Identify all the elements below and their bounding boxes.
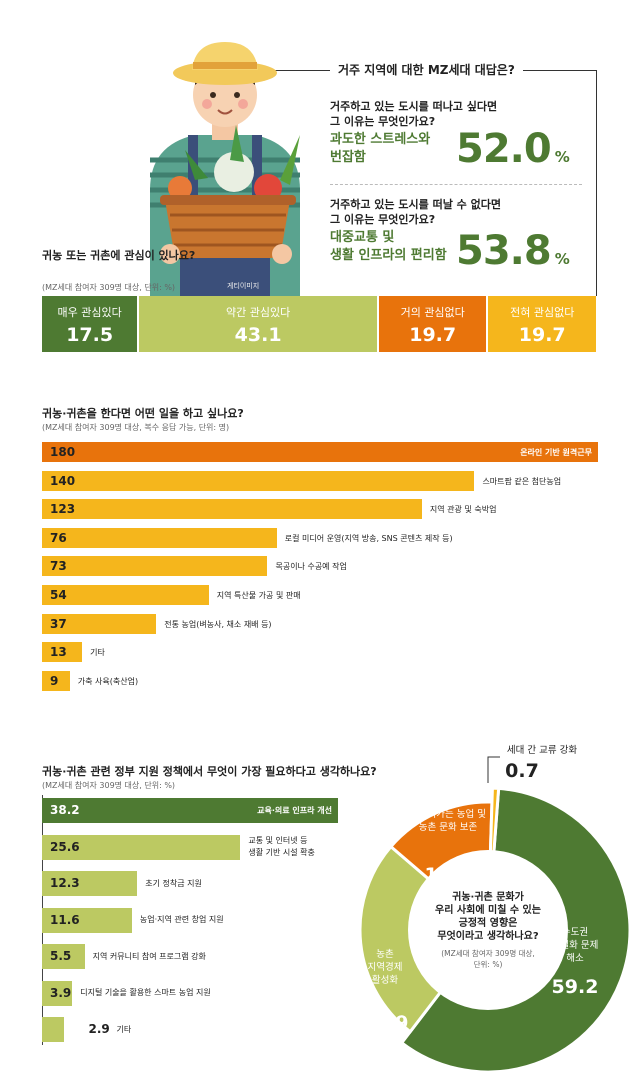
image-credit: 게티이미지	[227, 282, 260, 290]
activity-chart-note: (MZ세대 참여자 309명 대상, 복수 응답 가능, 단위: 명)	[42, 423, 230, 432]
pie-title: 우리 사회에 미칠 수 있는	[435, 903, 541, 916]
pie-leader-line	[487, 756, 500, 783]
policy-bar: 5.5 지역 커뮤니티 참여 프로그램 강화	[42, 944, 206, 969]
activity-bar: 76 로컬 미디어 운영(지역 방송, SNS 콘텐츠 제작 등)	[42, 527, 453, 548]
pie-slice-label: 수도권	[562, 926, 588, 938]
pie-slice-value: 14.2	[425, 864, 472, 886]
activity-bar: 123 지역 관광 및 숙박업	[42, 499, 496, 520]
policy-bar: 11.6 농업·지역 관련 창업 지원	[42, 907, 224, 933]
policy-bar: 2.9 기타	[42, 1017, 131, 1042]
policy-bar: 25.6 교통 및 인터넷 등 생활 기반 시설 확충	[42, 834, 315, 860]
interest-segment: 거의 관심없다 19.7	[378, 296, 487, 352]
activity-bar: 9 가축 사육(축산업)	[42, 670, 138, 691]
pie-title: 귀농·귀촌 문화가	[452, 890, 524, 903]
interest-question: 귀농 또는 귀촌에 관심이 있나요?	[42, 249, 196, 262]
policy-bar-label: 디지털 기술을 활용한 스마트 농업 지원	[80, 988, 211, 997]
activity-bar-label: 로컬 미디어 운영(지역 방송, SNS 콘텐츠 제작 등)	[284, 533, 453, 543]
question-2: 거주하고 있는 도시를 떠날 수 없다면 그 이유는 무엇인가요?	[330, 198, 501, 226]
activity-bar-value: 37	[50, 616, 67, 631]
interest-segment-value: 43.1	[234, 324, 282, 346]
percent-1: 52.0%	[456, 126, 570, 172]
activity-bar-label: 온라인 기반 원격근무	[520, 448, 592, 457]
pie-slice-value: 25.9	[362, 1012, 409, 1034]
activity-bar-label: 기타	[90, 648, 105, 658]
activity-bar: 37 전통 농업(벼농사, 채소 재배 등)	[42, 613, 272, 634]
activity-bar-label: 지역 특산물 가공 및 판매	[216, 591, 301, 600]
policy-bar-value: 3.9	[50, 985, 72, 1000]
interest-segment-value: 17.5	[66, 324, 114, 346]
activity-bar-value: 73	[50, 559, 67, 574]
answer-2: 대중교통 및 생활 인프라의 편리함	[330, 230, 447, 263]
pie-slice-value: 0.7	[505, 760, 539, 782]
policy-bar: 12.3 초기 정착금 지원	[42, 871, 202, 896]
activity-bar-label: 지역 관광 및 숙박업	[429, 505, 497, 515]
activity-bar-label: 가축 사육(축산업)	[77, 676, 139, 686]
activity-bar-value: 76	[50, 530, 67, 545]
interest-segment-value: 19.7	[518, 324, 566, 346]
interest-segment-label: 전혀 관심없다	[510, 306, 575, 319]
pie-slice-label: 농촌	[376, 949, 394, 960]
policy-bar-label: 교통 및 인터넷 등 생활 기반 시설 확충	[248, 836, 315, 857]
pie-note: (MZ세대 참여자 309명 대상,	[441, 948, 535, 958]
policy-bar: 38.2 교육·의료 인프라 개선	[42, 798, 338, 823]
pie-slice-label: 과밀화 문제	[552, 939, 599, 951]
pie-slice-label: 세대 간 교류 강화	[507, 745, 577, 756]
activity-bar-value: 123	[50, 502, 76, 517]
interest-segment-label: 거의 관심없다	[400, 306, 465, 319]
pie-slice-label: 지역경제	[368, 961, 403, 973]
pie-slice-label: 사라져가는 농업 및	[410, 808, 486, 820]
pie-slice-label: 해소	[566, 952, 584, 964]
policy-bar-label: 지역 커뮤니티 참여 프로그램 강화	[92, 951, 206, 961]
policy-chart-title: 귀농·귀촌 관련 정부 지원 정책에서 무엇이 가장 필요하다고 생각하나요?	[42, 765, 377, 778]
policy-bar-value: 12.3	[50, 876, 80, 890]
activity-bar-label: 전통 농업(벼농사, 채소 재배 등)	[164, 619, 272, 629]
activity-bar-value: 54	[50, 588, 67, 602]
interest-segment: 매우 관심있다 17.5	[42, 296, 138, 352]
activity-bar: 54 지역 특산물 가공 및 판매	[42, 585, 301, 605]
pie-note: 단위: %)	[474, 959, 503, 969]
activity-bar: 140 스마트팜 같은 첨단농업	[42, 470, 561, 491]
pie-title: 무엇이라고 생각하나요?	[437, 929, 538, 942]
policy-bar: 3.9 디지털 기술을 활용한 스마트 농업 지원	[42, 980, 211, 1006]
activity-bar-value: 9	[50, 673, 59, 688]
policy-bar-label: 초기 정착금 지원	[145, 878, 202, 888]
policy-bar-value: 2.9	[88, 1022, 110, 1036]
interest-segment-value: 19.7	[409, 324, 457, 346]
interest-note: (MZ세대 참여자 309명 대상, 단위: %)	[42, 283, 176, 292]
frame-title: 거주 지역에 대한 MZ세대 대답은?	[330, 61, 523, 78]
activity-bar: 73 목공이나 수공예 작업	[42, 556, 347, 577]
answer-1: 과도한 스트레스와 번잡함	[330, 132, 431, 165]
policy-bar-label: 농업·지역 관련 창업 지원	[139, 915, 224, 924]
divider	[330, 184, 582, 185]
activity-chart-title: 귀농·귀촌을 한다면 어떤 일을 하고 싶나요?	[42, 407, 244, 420]
question-1: 거주하고 있는 도시를 떠나고 싶다면 그 이유는 무엇인가요?	[330, 100, 498, 128]
policy-chart-note: (MZ세대 참여자 309명 대상, 단위: %)	[42, 781, 176, 790]
interest-segment-label: 매우 관심있다	[57, 306, 122, 319]
policy-bar-value: 38.2	[50, 803, 80, 817]
pie-slice-value: 59.2	[552, 976, 599, 998]
activity-bar: 180 온라인 기반 원격근무	[42, 442, 598, 462]
activity-bar-label: 목공이나 수공예 작업	[275, 562, 347, 572]
policy-bar-label: 기타	[116, 1024, 132, 1034]
policy-bar-label: 교육·의료 인프라 개선	[257, 806, 332, 815]
interest-segment-label: 약간 관심있다	[226, 306, 291, 319]
frame-right-line	[596, 70, 597, 296]
activity-bar-label: 스마트팜 같은 첨단농업	[482, 476, 562, 486]
pie-title: 긍정적 영향은	[459, 916, 518, 929]
activity-bar-value: 180	[50, 445, 76, 459]
activity-bar-value: 140	[50, 473, 76, 488]
activity-bar: 13 기타	[42, 642, 105, 663]
activity-bar-value: 13	[50, 645, 67, 660]
policy-bar-value: 11.6	[50, 912, 80, 927]
pie-slice-label: 농촌 문화 보존	[419, 822, 478, 833]
interest-segment: 전혀 관심없다 19.7	[488, 296, 596, 352]
percent-2: 53.8%	[456, 228, 570, 274]
interest-segment: 약간 관심있다 43.1	[139, 296, 377, 352]
policy-bar-value: 5.5	[50, 949, 72, 963]
policy-bar-value: 25.6	[50, 839, 80, 854]
pie-center	[408, 850, 568, 1010]
farmer-illustration	[150, 42, 300, 296]
pie-slice-label: 활성화	[372, 974, 398, 986]
